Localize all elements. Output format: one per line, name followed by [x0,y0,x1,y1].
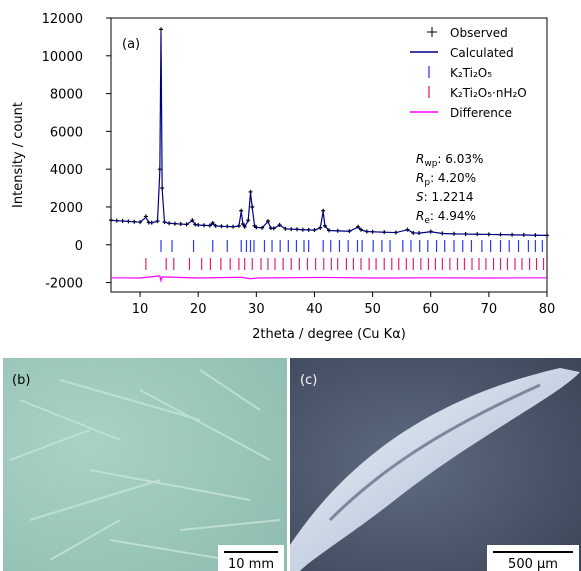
series-line [111,276,547,281]
scale-label: 10 mm [228,557,274,571]
legend-label: Observed [450,26,508,40]
photo-label: (b) [12,373,30,388]
stat-subscript: wp [424,159,437,169]
y-tick-label: 2000 [50,201,83,216]
x-tick-label: 30 [248,302,265,317]
stat-symbol: R [416,171,424,185]
photo-label: (c) [300,373,317,388]
fit-statistic: S: 1.2214 [416,190,473,204]
panel-label: (a) [122,37,140,52]
legend-label: Calculated [450,46,514,60]
stat-value: : 6.03% [437,152,483,166]
stat-symbol: R [416,209,424,223]
observed-point [159,27,163,31]
x-axis-label: 2theta / degree (Cu Kα) [252,327,406,342]
legend-label: Difference [450,106,512,120]
scale-label: 500 μm [508,557,558,571]
photo-c: (c) 500 μm [290,358,581,571]
y-tick-label: -2000 [45,277,83,292]
stat-value: : 4.94% [430,209,476,223]
stat-symbol: R [416,152,424,166]
figure: (b) 10 mm (c) 500 μm (a) 2theta / degree… [0,0,581,571]
legend-label: K₂Ti₂O₅ [450,66,492,80]
x-tick-label: 20 [190,302,207,317]
y-tick-label: 6000 [50,125,83,140]
legend-symbol [427,27,437,37]
y-tick-label: 10000 [42,50,83,65]
x-tick-label: 60 [422,302,439,317]
y-tick-label: 8000 [50,88,83,103]
y-axis-label: Intensity / count [11,102,26,208]
x-tick-label: 10 [132,302,149,317]
x-tick-label: 40 [306,302,323,317]
fit-statistic: Rwp: 6.03% [416,152,483,169]
x-tick-label: 50 [364,302,381,317]
y-tick-label: 12000 [42,12,83,27]
photo-b: (b) 10 mm [3,358,287,571]
x-tick-label: 80 [539,302,556,317]
series-line [111,31,547,235]
fit-statistic: Rp: 4.20% [416,171,476,188]
y-tick-label: 0 [75,239,83,254]
fit-statistic: Re: 4.94% [416,209,476,226]
x-tick-label: 70 [481,302,498,317]
y-tick-label: 4000 [50,163,83,178]
legend-label: K₂Ti₂O₅·nH₂O [450,86,527,100]
stat-value: : 4.20% [430,171,476,185]
stat-value: : 1.2214 [424,190,474,204]
